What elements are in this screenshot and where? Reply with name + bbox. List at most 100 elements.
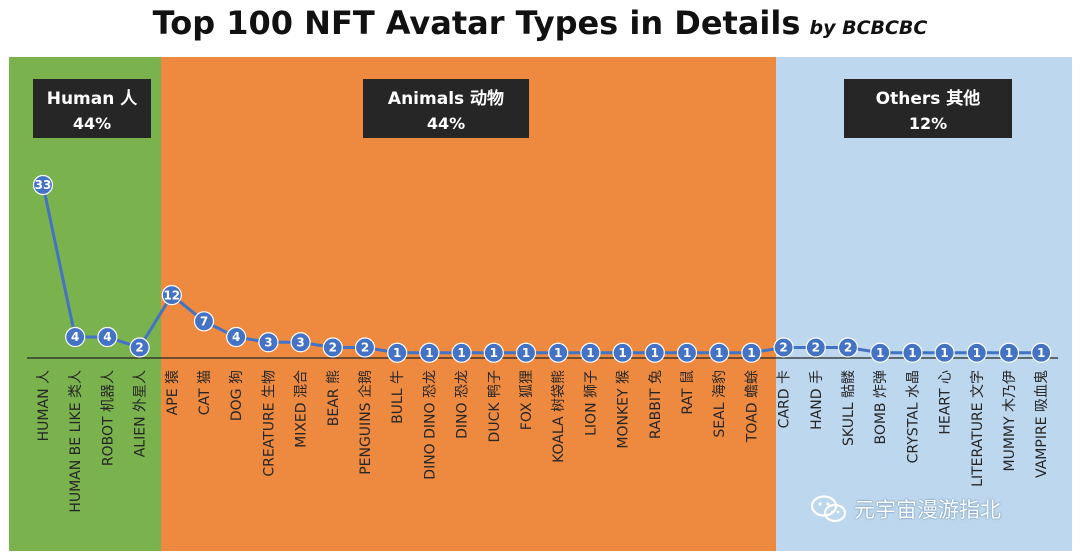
data-marker xyxy=(773,337,794,358)
data-label: 1 xyxy=(522,346,530,360)
data-marker xyxy=(387,342,408,363)
data-label: 33 xyxy=(35,178,52,192)
group-box-bg xyxy=(33,79,151,138)
data-point-7: 4 xyxy=(226,326,247,348)
data-point-27: 1 xyxy=(870,342,891,363)
data-marker xyxy=(65,326,86,348)
data-label: 2 xyxy=(844,341,852,355)
data-marker xyxy=(612,342,633,363)
byline: by BCBCBC xyxy=(809,17,928,39)
data-point-29: 1 xyxy=(934,342,955,363)
x-tick-label: DINO 恐龙 xyxy=(455,370,471,439)
data-label: 1 xyxy=(457,346,465,360)
data-label: 4 xyxy=(232,330,240,344)
data-point-18: 1 xyxy=(580,342,601,363)
data-point-17: 1 xyxy=(548,342,569,363)
data-point-14: 1 xyxy=(451,342,472,363)
data-marker xyxy=(902,342,923,363)
data-point-21: 1 xyxy=(676,342,698,363)
x-tick-label: FOX 狐狸 xyxy=(519,370,535,430)
x-tick-label: MONKEY 猴 xyxy=(616,370,632,449)
data-label: 2 xyxy=(812,341,820,355)
data-label: 1 xyxy=(973,346,981,360)
data-marker xyxy=(193,311,215,332)
data-marker xyxy=(837,337,859,358)
data-point-25: 2 xyxy=(805,337,826,358)
data-marker xyxy=(226,326,247,348)
x-tick-label: SKULL 骷髅 xyxy=(841,370,857,446)
data-point-1: 33 xyxy=(32,174,54,196)
data-point-8: 3 xyxy=(258,332,279,353)
x-tick-label: VAMPIRE 吸血鬼 xyxy=(1034,370,1050,478)
x-tick-label: KOALA 树袋熊 xyxy=(551,370,567,463)
x-tick-label: CRYSTAL 水晶 xyxy=(905,370,921,463)
data-point-31: 1 xyxy=(998,342,1020,363)
data-label: 1 xyxy=(490,346,498,360)
data-label: 1 xyxy=(876,346,884,360)
data-label: 1 xyxy=(425,346,433,360)
x-tick-label: BOMB 炸弹 xyxy=(873,370,889,445)
data-point-10: 2 xyxy=(322,337,343,358)
data-label: 1 xyxy=(747,346,755,360)
data-marker xyxy=(354,337,376,358)
x-tick-labels: HUMAN 人 HUMAN BE LIKE 类人 ROBOT 机器人 ALIEN 外星… xyxy=(36,370,1050,513)
group-box-others: Others 其他 12% xyxy=(844,79,1012,138)
x-tick-label: APE 猿 xyxy=(165,370,181,415)
data-marker xyxy=(290,332,311,353)
x-tick-label: RABBIT 兔 xyxy=(648,370,664,439)
group-background-animals xyxy=(161,57,776,551)
x-tick-label: DINO DINO 恐龙 xyxy=(422,370,438,480)
data-marker xyxy=(419,342,440,363)
data-marker xyxy=(870,342,891,363)
data-marker xyxy=(998,342,1020,363)
data-point-2: 4 xyxy=(65,326,86,348)
data-label: 7 xyxy=(200,315,208,329)
data-point-12: 1 xyxy=(387,342,408,363)
x-tick-label: MIXED 混合 xyxy=(294,370,310,448)
data-point-5: 12 xyxy=(161,284,182,306)
data-label: 1 xyxy=(908,346,916,360)
data-marker xyxy=(966,342,987,363)
group-name: Human 人 xyxy=(47,89,139,109)
data-label: 2 xyxy=(329,341,337,355)
data-label: 1 xyxy=(554,346,562,360)
data-marker xyxy=(32,174,54,196)
x-tick-label: TOAD 蟾蜍 xyxy=(744,370,760,443)
data-label: 3 xyxy=(264,335,272,349)
data-label: 1 xyxy=(586,346,594,360)
watermark: 元宇宙漫游指北 xyxy=(810,494,1001,524)
data-marker xyxy=(322,337,343,358)
data-label: 2 xyxy=(361,341,369,355)
data-label: 1 xyxy=(940,346,948,360)
group-box-bg xyxy=(844,79,1012,138)
data-label: 1 xyxy=(651,346,659,360)
group-percent: 44% xyxy=(73,114,111,133)
group-box-bg xyxy=(363,79,529,138)
x-tick-label: CARD 卡 xyxy=(777,370,793,428)
group-background-others xyxy=(776,57,1072,551)
chart-title: Top 100 NFT Avatar Types in Details by B… xyxy=(0,4,1080,50)
data-point-32: 1 xyxy=(1031,342,1052,363)
data-label: 2 xyxy=(135,341,143,355)
data-label: 2 xyxy=(779,341,787,355)
x-tick-label: RAT 鼠 xyxy=(680,370,696,415)
title-text: Top 100 NFT Avatar Types in Details xyxy=(152,4,801,42)
data-marker xyxy=(97,326,118,348)
data-marker xyxy=(644,342,665,363)
x-tick-label: BEAR 熊 xyxy=(326,370,342,426)
data-marker xyxy=(709,342,730,363)
data-point-22: 1 xyxy=(709,342,730,363)
data-label: 1 xyxy=(715,346,723,360)
x-tick-label: DUCK 鸭子 xyxy=(487,370,503,442)
data-point-11: 2 xyxy=(354,337,376,358)
group-label-boxes: Human 人 44% Animals 动物 44% Others 其他 12% xyxy=(33,79,1012,138)
data-point-9: 3 xyxy=(290,332,311,353)
wechat-icon xyxy=(810,495,847,523)
x-tick-label: HUMAN BE LIKE 类人 xyxy=(68,370,84,513)
data-marker xyxy=(258,332,279,353)
data-label: 1 xyxy=(1005,346,1013,360)
x-tick-label: MUMMY 木乃伊 xyxy=(1002,370,1018,472)
data-point-4: 2 xyxy=(129,337,150,358)
data-marker xyxy=(548,342,569,363)
data-marker xyxy=(1031,342,1052,363)
